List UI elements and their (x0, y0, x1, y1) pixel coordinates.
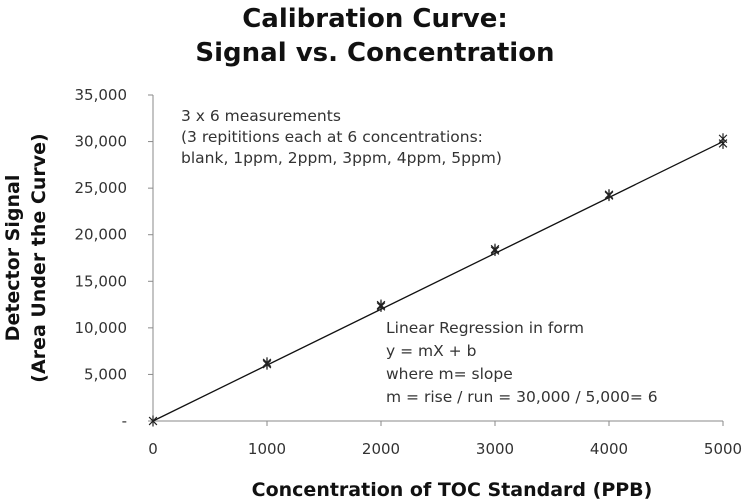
annotation-bottom-line: Linear Regression in form (386, 319, 584, 337)
axes: - 5,000 10,000 15,000 20,000 25,000 30,000 35,0… (75, 86, 743, 458)
chart-title-line1: Calibration Curve: (242, 4, 508, 34)
data-point (604, 189, 614, 201)
annotation-bottom-line: y = mX + b (386, 342, 476, 360)
x-tick-label: 0 (148, 440, 158, 458)
annotation-bottom-line: m = rise / run = 30,000 / 5,000= 6 (386, 388, 658, 406)
y-tick-label: 10,000 (75, 319, 128, 337)
y-tick-label: 15,000 (75, 272, 128, 290)
x-tick-label: 3000 (476, 440, 514, 458)
y-tick-label: 30,000 (75, 133, 128, 151)
chart-title-line2: Signal vs. Concentration (195, 38, 555, 68)
y-tick-label: 5,000 (84, 365, 127, 383)
y-tick-label: 20,000 (75, 226, 128, 244)
y-axis-title-line1: Detector Signal (2, 175, 24, 342)
annotation-bottom-line: where m= slope (386, 365, 513, 383)
y-tick-label: 25,000 (75, 179, 128, 197)
annotation-top-line: (3 repititions each at 6 concentrations: (181, 128, 483, 146)
data-point (718, 133, 728, 145)
x-axis-title: Concentration of TOC Standard (PPB) (252, 479, 653, 501)
y-tick-label: 35,000 (75, 86, 128, 104)
data-point (376, 299, 386, 311)
x-tick-label: 4000 (590, 440, 628, 458)
data-points (148, 133, 728, 427)
data-point (148, 415, 158, 427)
regression-line-group (152, 140, 724, 422)
annotations: 3 x 6 measurements (3 repititions each at… (181, 107, 658, 406)
y-tick-label: - (122, 412, 127, 430)
x-tick-label: 1000 (248, 440, 286, 458)
y-axis-title-line2: (Area Under the Curve) (28, 133, 50, 382)
x-tick-label: 2000 (362, 440, 400, 458)
regression-line (152, 140, 724, 422)
x-tick-label: 5000 (704, 440, 742, 458)
annotation-top-line: 3 x 6 measurements (181, 107, 341, 125)
data-point (490, 243, 500, 255)
data-point (262, 357, 272, 369)
annotation-top-line: blank, 1ppm, 2ppm, 3ppm, 4ppm, 5ppm) (181, 149, 502, 167)
